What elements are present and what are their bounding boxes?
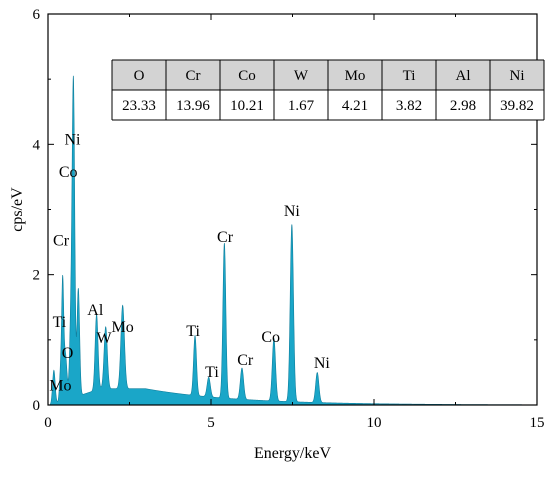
- spectrum-area: [48, 75, 538, 406]
- table-value-cell: 4.21: [342, 98, 368, 114]
- peak-label-ti: Ti: [205, 364, 219, 381]
- table-value-cell: 2.98: [450, 98, 476, 114]
- peak-label-ni: Ni: [64, 131, 81, 148]
- y-tick-label: 6: [33, 7, 41, 23]
- peak-label-cr: Cr: [53, 232, 70, 249]
- y-tick-label: 2: [33, 268, 41, 284]
- table-header-cell: W: [294, 68, 309, 84]
- table-header-cell: Ti: [403, 68, 416, 84]
- table-value-cell: 3.82: [396, 98, 422, 114]
- table-value-cell: 13.96: [176, 98, 210, 114]
- peak-label-co: Co: [59, 164, 78, 181]
- table-value-cell: 10.21: [230, 98, 264, 114]
- x-tick-label: 5: [207, 415, 215, 431]
- peak-label-ni: Ni: [314, 355, 331, 372]
- peak-label-cr: Cr: [217, 229, 234, 246]
- table-header-cell: Co: [238, 68, 256, 84]
- peak-label-cr: Cr: [237, 352, 254, 369]
- y-tick-label: 4: [33, 137, 41, 153]
- peak-label-w: W: [97, 330, 113, 347]
- table-header-cell: O: [134, 68, 145, 84]
- x-tick-label: 10: [367, 415, 382, 431]
- table-value-cell: 1.67: [288, 98, 315, 114]
- x-axis-title: Energy/keV: [254, 445, 331, 462]
- table-value-cell: 23.33: [122, 98, 156, 114]
- x-tick-label: 0: [44, 415, 52, 431]
- peak-label-co: Co: [261, 329, 280, 346]
- peak-label-ti: Ti: [186, 323, 200, 340]
- peak-label-mo: Mo: [112, 319, 134, 336]
- peak-label-ti: Ti: [53, 314, 67, 331]
- table-header-cell: Al: [456, 68, 471, 84]
- table-header-cell: Ni: [510, 68, 525, 84]
- peak-label-o: O: [62, 345, 74, 362]
- x-tick-label: 15: [530, 415, 545, 431]
- table-value-cell: 39.82: [500, 98, 534, 114]
- peak-label-al: Al: [87, 302, 104, 319]
- peak-label-ni: Ni: [284, 203, 301, 220]
- y-axis-title: cps/eV: [9, 187, 26, 232]
- y-tick-label: 0: [33, 398, 41, 414]
- table-header-cell: Cr: [186, 68, 201, 84]
- peak-label-mo: Mo: [49, 378, 71, 395]
- table-header-cell: Mo: [345, 68, 366, 84]
